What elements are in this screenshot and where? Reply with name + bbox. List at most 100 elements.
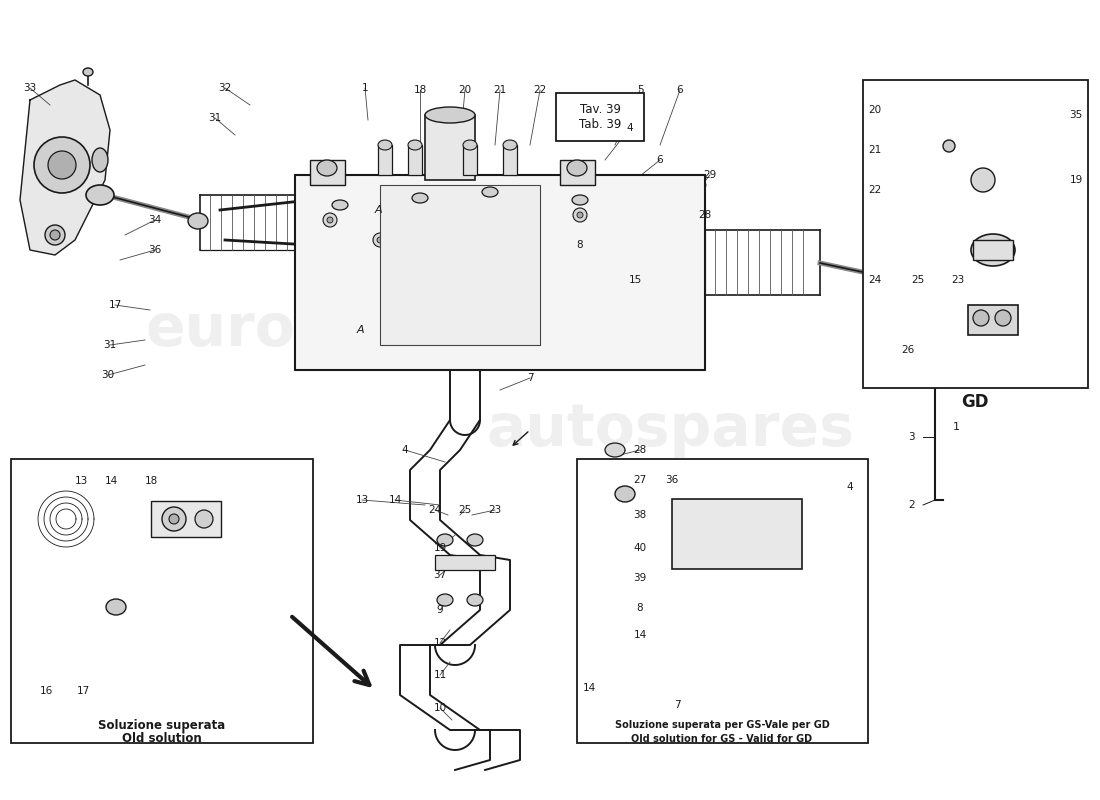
Circle shape xyxy=(427,247,433,253)
Ellipse shape xyxy=(482,187,498,197)
Text: 5: 5 xyxy=(637,85,644,95)
Ellipse shape xyxy=(981,241,1005,259)
Text: 28: 28 xyxy=(634,445,647,455)
Text: 17: 17 xyxy=(76,686,89,696)
Text: A: A xyxy=(374,205,382,215)
Text: Soluzione superata per GS-Vale per GD: Soluzione superata per GS-Vale per GD xyxy=(615,720,829,730)
Ellipse shape xyxy=(82,68,94,76)
Ellipse shape xyxy=(605,528,625,542)
Bar xyxy=(434,555,495,570)
Text: 20: 20 xyxy=(868,105,881,115)
Text: 18: 18 xyxy=(144,476,157,486)
Circle shape xyxy=(573,208,587,222)
Polygon shape xyxy=(20,80,110,255)
Bar xyxy=(974,240,1013,260)
Bar xyxy=(463,145,477,175)
Text: 14: 14 xyxy=(634,630,647,640)
Text: Old solution for GS - Valid for GD: Old solution for GS - Valid for GD xyxy=(631,734,813,744)
Circle shape xyxy=(162,507,186,531)
Bar xyxy=(11,459,313,743)
Text: 10: 10 xyxy=(433,703,447,713)
Text: 22: 22 xyxy=(868,185,881,195)
Text: 29: 29 xyxy=(703,170,716,180)
Circle shape xyxy=(996,310,1011,326)
Text: Old solution: Old solution xyxy=(122,733,202,746)
Ellipse shape xyxy=(463,140,477,150)
Bar xyxy=(968,305,1018,335)
Text: 18: 18 xyxy=(414,85,427,95)
Bar xyxy=(295,175,705,370)
Text: 11: 11 xyxy=(433,670,447,680)
Ellipse shape xyxy=(332,200,348,210)
Ellipse shape xyxy=(971,234,1015,266)
Text: 25: 25 xyxy=(912,275,925,285)
Circle shape xyxy=(974,310,989,326)
Ellipse shape xyxy=(468,594,483,606)
Ellipse shape xyxy=(605,483,625,497)
Text: 4: 4 xyxy=(627,123,634,133)
Ellipse shape xyxy=(605,463,625,477)
Text: 19: 19 xyxy=(1069,175,1082,185)
Text: 12: 12 xyxy=(433,638,447,648)
Text: 3: 3 xyxy=(909,432,915,442)
Ellipse shape xyxy=(106,599,127,615)
Text: 20: 20 xyxy=(459,85,472,95)
Bar xyxy=(672,499,802,569)
Circle shape xyxy=(971,168,996,192)
Ellipse shape xyxy=(408,140,422,150)
Circle shape xyxy=(943,140,955,152)
Ellipse shape xyxy=(605,573,625,587)
Bar xyxy=(310,160,345,185)
Ellipse shape xyxy=(188,213,208,229)
Ellipse shape xyxy=(891,272,918,292)
Text: 4: 4 xyxy=(402,445,408,455)
Bar xyxy=(408,145,422,175)
Text: 8: 8 xyxy=(576,240,583,250)
Text: 38: 38 xyxy=(634,510,647,520)
Ellipse shape xyxy=(605,553,625,567)
Ellipse shape xyxy=(503,140,517,150)
Ellipse shape xyxy=(566,160,587,176)
Ellipse shape xyxy=(572,195,588,205)
Circle shape xyxy=(45,225,65,245)
Text: 28: 28 xyxy=(698,210,712,220)
Text: 31: 31 xyxy=(208,113,221,123)
Ellipse shape xyxy=(437,594,453,606)
Ellipse shape xyxy=(378,140,392,150)
Circle shape xyxy=(323,213,337,227)
Text: 15: 15 xyxy=(628,275,641,285)
Text: 2: 2 xyxy=(909,500,915,510)
Ellipse shape xyxy=(437,534,453,546)
Ellipse shape xyxy=(468,534,483,546)
Text: Tav. 39
Tab. 39: Tav. 39 Tab. 39 xyxy=(579,103,621,131)
Ellipse shape xyxy=(317,160,337,176)
Text: 7: 7 xyxy=(527,373,534,383)
Text: 4: 4 xyxy=(847,482,854,492)
Text: 6: 6 xyxy=(676,85,683,95)
Text: A: A xyxy=(356,325,364,335)
Text: 24: 24 xyxy=(868,275,881,285)
Ellipse shape xyxy=(615,486,635,502)
Text: eurospares: eurospares xyxy=(145,302,515,358)
Text: 21: 21 xyxy=(868,145,881,155)
Ellipse shape xyxy=(86,185,114,205)
Text: 26: 26 xyxy=(902,345,915,355)
Circle shape xyxy=(48,151,76,179)
Text: 13: 13 xyxy=(355,495,368,505)
Ellipse shape xyxy=(412,193,428,203)
Text: 35: 35 xyxy=(1069,110,1082,120)
Text: 6: 6 xyxy=(657,155,663,165)
Text: 27: 27 xyxy=(634,475,647,485)
Text: 17: 17 xyxy=(109,300,122,310)
Text: Soluzione superata: Soluzione superata xyxy=(98,718,226,731)
Ellipse shape xyxy=(605,443,625,457)
Circle shape xyxy=(522,228,537,242)
Text: 36: 36 xyxy=(148,245,162,255)
Text: 22: 22 xyxy=(534,85,547,95)
Bar xyxy=(556,93,644,141)
Bar xyxy=(425,115,475,180)
Text: 30: 30 xyxy=(101,370,114,380)
Text: 33: 33 xyxy=(23,83,36,93)
Text: 16: 16 xyxy=(40,686,53,696)
Text: 21: 21 xyxy=(494,85,507,95)
